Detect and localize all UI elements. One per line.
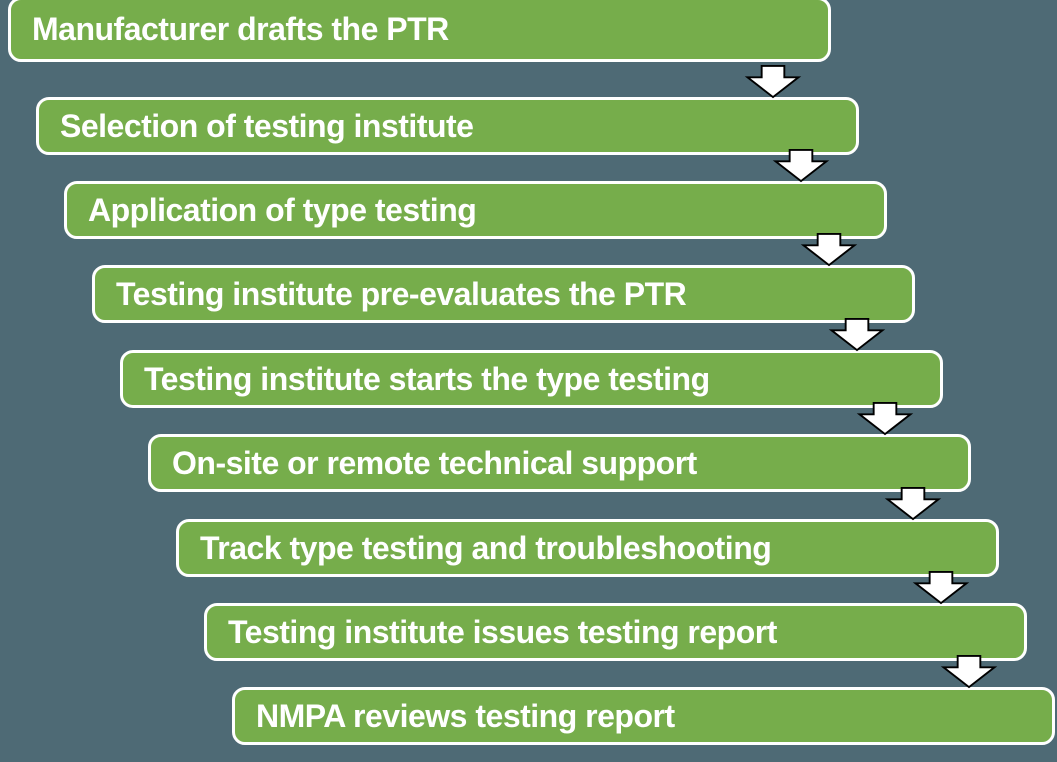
step-box-pre-evaluates-ptr: Testing institute pre-evaluates the PTR	[92, 265, 915, 323]
down-arrow-icon	[883, 487, 943, 521]
step-box-onsite-remote-support: On-site or remote technical support	[148, 434, 971, 492]
step-box-nmpa-reviews-report: NMPA reviews testing report	[232, 687, 1055, 745]
down-arrow-icon	[827, 318, 887, 352]
down-arrow-icon	[855, 402, 915, 436]
step-box-application-of-type-testing: Application of type testing	[64, 181, 887, 239]
step-box-manufacturer-drafts-ptr: Manufacturer drafts the PTR	[8, 0, 831, 62]
down-arrow-icon	[771, 149, 831, 183]
step-box-selection-of-testing-institute: Selection of testing institute	[36, 97, 859, 155]
step-box-starts-type-testing: Testing institute starts the type testin…	[120, 350, 943, 408]
down-arrow-icon	[911, 571, 971, 605]
down-arrow-icon	[799, 233, 859, 267]
step-box-issues-testing-report: Testing institute issues testing report	[204, 603, 1027, 661]
down-arrow-icon	[743, 65, 803, 99]
down-arrow-icon	[939, 655, 999, 689]
step-box-track-troubleshooting: Track type testing and troubleshooting	[176, 519, 999, 577]
